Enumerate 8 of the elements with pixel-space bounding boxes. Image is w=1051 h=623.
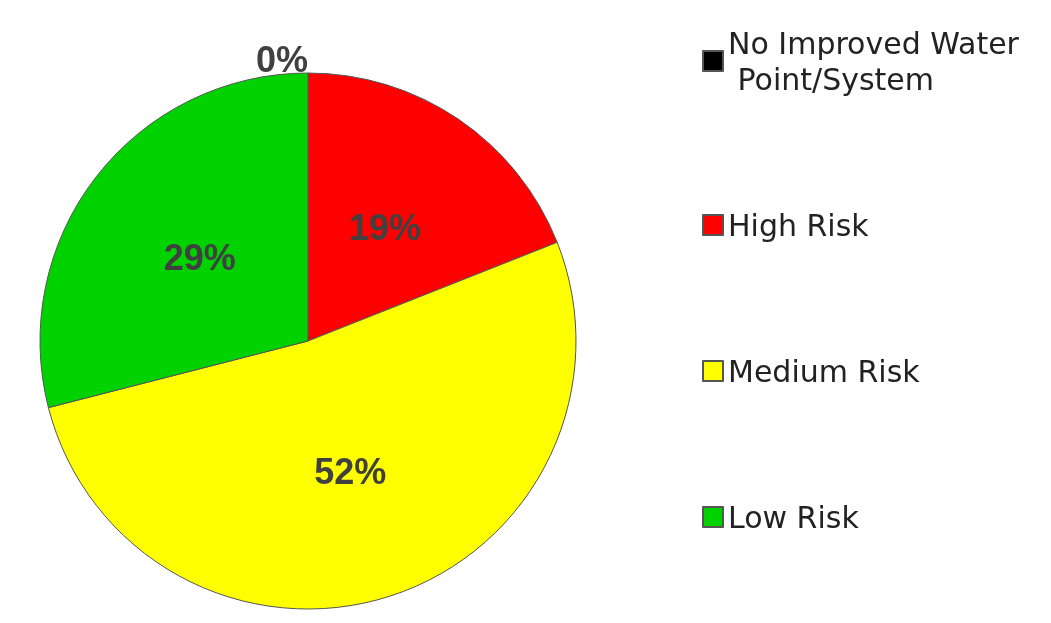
legend-label: No Improved Water Point/System [728, 25, 1020, 97]
text: 0% [255, 38, 308, 80]
legend-label: Low Risk [728, 499, 860, 535]
legend-label: Medium Risk [728, 353, 921, 389]
legend-label: High Risk [728, 207, 870, 243]
data-label: 52% [314, 450, 387, 492]
data-label: 29% [163, 236, 236, 278]
data-label: 19% [348, 207, 422, 249]
